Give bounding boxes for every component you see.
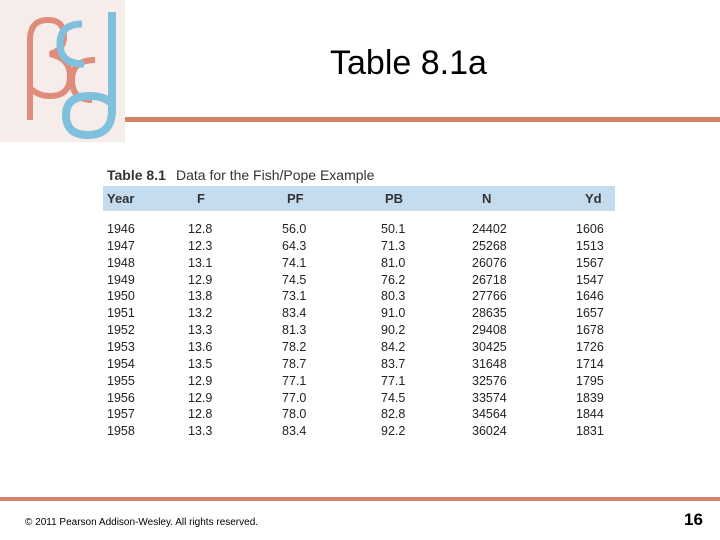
table-cell: 71.3 — [381, 238, 406, 253]
table-cell: 82.8 — [381, 407, 406, 422]
table-cell: 1795 — [576, 373, 604, 388]
table-cell: 56.0 — [282, 222, 307, 236]
column-header: Yd — [585, 191, 602, 206]
table-caption: Data for the Fish/Pope Example — [176, 167, 375, 183]
table-cell: 1839 — [576, 390, 604, 405]
table-cell: 1955 — [107, 373, 135, 388]
table-cell: 74.1 — [282, 255, 307, 270]
table-cell: 1947 — [107, 238, 135, 253]
top-rule — [125, 117, 720, 122]
page-number: 16 — [684, 510, 703, 529]
table-cell: 81.0 — [381, 255, 406, 270]
table-cell: 77.1 — [282, 373, 307, 388]
logo — [27, 12, 116, 140]
table-cell: 91.0 — [381, 306, 406, 321]
column-header: PF — [287, 191, 304, 206]
table-cell: 1844 — [576, 407, 604, 422]
table-cell: 12.9 — [188, 390, 213, 405]
column-header: N — [482, 191, 492, 206]
header-band — [103, 186, 615, 211]
table-cell: 78.7 — [282, 356, 307, 371]
table-cell: 78.2 — [282, 339, 307, 354]
table-cell: 27766 — [472, 289, 507, 304]
table-cell: 24402 — [472, 222, 507, 236]
table-cell: 13.8 — [188, 289, 213, 304]
table-cell: 1951 — [107, 306, 135, 321]
table-cell: 1547 — [576, 272, 604, 287]
table-label: Table 8.1 — [107, 167, 166, 183]
table-cell: 1831 — [576, 424, 604, 439]
table-cell: 29408 — [472, 323, 507, 338]
table-cell: 12.3 — [188, 238, 213, 253]
table-cell: 64.3 — [282, 238, 307, 253]
table-cell: 36024 — [472, 424, 507, 439]
column-header: F — [197, 191, 205, 206]
table-cell: 90.2 — [381, 323, 406, 338]
table-cell: 26718 — [472, 272, 507, 287]
table-cell: 31648 — [472, 356, 507, 371]
table-cell: 1957 — [107, 407, 135, 422]
table-cell: 1954 — [107, 356, 135, 371]
table-cell: 73.1 — [282, 289, 307, 304]
bottom-rule — [0, 497, 720, 501]
table-cell: 1714 — [576, 356, 604, 371]
table-cell: 1726 — [576, 339, 604, 354]
table-cell: 80.3 — [381, 289, 406, 304]
table-cell: 12.9 — [188, 272, 213, 287]
table-cell: 1949 — [107, 272, 135, 287]
table-cell: 77.1 — [381, 373, 406, 388]
table-cell: 1952 — [107, 323, 135, 338]
table-cell: 1948 — [107, 255, 135, 270]
table-cell: 1646 — [576, 289, 604, 304]
column-header: Year — [107, 191, 135, 206]
table-cell: 1567 — [576, 255, 604, 270]
table-cell: 13.3 — [188, 424, 213, 439]
table-cell: 28635 — [472, 306, 507, 321]
table-cell: 1953 — [107, 339, 135, 354]
table-cell: 1946 — [107, 222, 135, 236]
table-cell: 83.4 — [282, 424, 307, 439]
table-cell: 13.3 — [188, 323, 213, 338]
table-cell: 1956 — [107, 390, 135, 405]
title: Table 8.1a — [330, 44, 487, 82]
table-cell: 77.0 — [282, 390, 307, 405]
column-header: PB — [385, 191, 404, 206]
table-cell: 13.6 — [188, 339, 213, 354]
table-cell: 12.9 — [188, 373, 213, 388]
table-cell: 13.2 — [188, 306, 213, 321]
table-cell: 26076 — [472, 255, 507, 270]
table-cell: 1950 — [107, 289, 135, 304]
table-cell: 13.5 — [188, 356, 213, 371]
table-cell: 84.2 — [381, 339, 406, 354]
table-cell: 92.2 — [381, 424, 406, 439]
table-cell: 76.2 — [381, 272, 406, 287]
table-cell: 12.8 — [188, 222, 213, 236]
table-cell: 83.4 — [282, 306, 307, 321]
table-cell: 32576 — [472, 373, 507, 388]
table-cell: 74.5 — [381, 390, 406, 405]
table-cell: 1513 — [576, 238, 604, 253]
table-cell: 1678 — [576, 323, 604, 338]
table-cell: 25268 — [472, 238, 507, 253]
table-cell: 34564 — [472, 407, 507, 422]
table-cell: 1958 — [107, 424, 135, 439]
table-cell: 1657 — [576, 306, 604, 321]
table-cell: 13.1 — [188, 255, 213, 270]
table-cell: 81.3 — [282, 323, 307, 338]
table-cell: 83.7 — [381, 356, 406, 371]
table-cell: 12.8 — [188, 407, 213, 422]
table-cell: 30425 — [472, 339, 507, 354]
table-cell: 33574 — [472, 390, 507, 405]
copyright: © 2011 Pearson Addison-Wesley. All right… — [25, 517, 259, 528]
table-cell: 50.1 — [381, 222, 406, 236]
table-cell: 74.5 — [282, 272, 307, 287]
table-cell: 1606 — [576, 222, 604, 236]
table-cell: 78.0 — [282, 407, 307, 422]
